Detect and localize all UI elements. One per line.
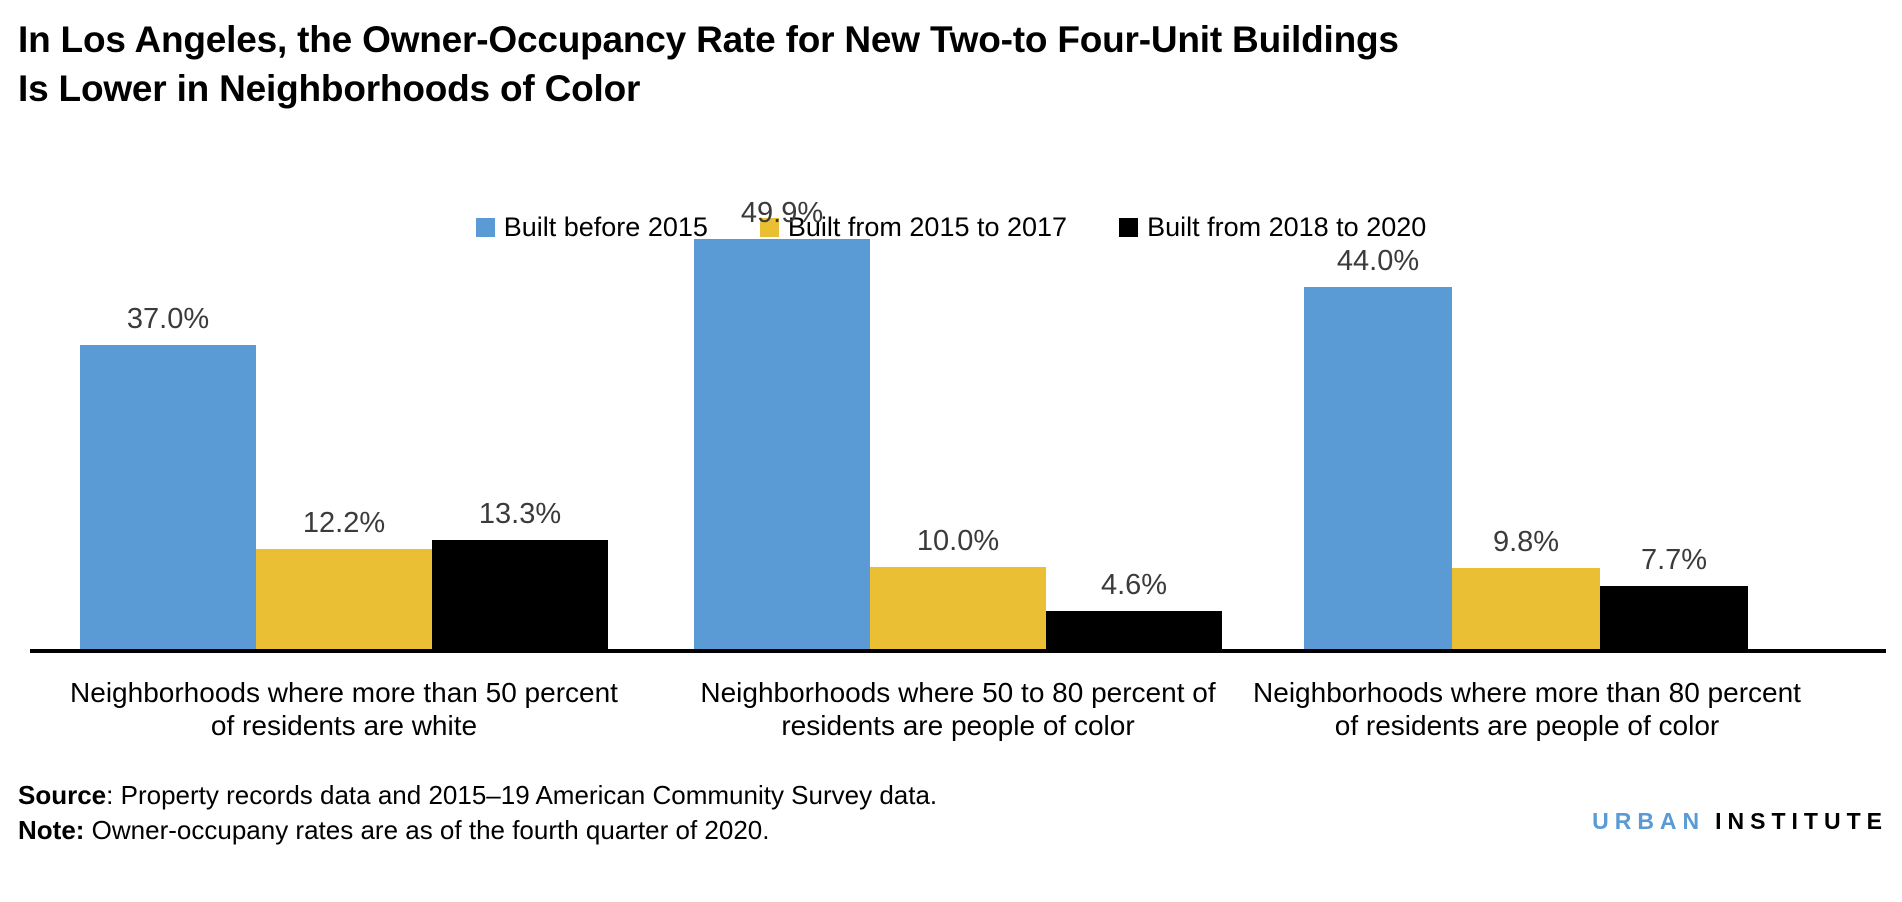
chart-title: In Los Angeles, the Owner-Occupancy Rate… xyxy=(18,16,1858,114)
legend-label: Built before 2015 xyxy=(503,212,708,242)
category-label-line: Neighborhoods where more than 50 percent xyxy=(70,677,618,708)
bar-value-label: 12.2% xyxy=(302,506,386,539)
title-line-1: In Los Angeles, the Owner-Occupancy Rate… xyxy=(18,19,1399,60)
bar-value-label: 13.3% xyxy=(478,497,562,530)
bar[interactable] xyxy=(1046,611,1222,649)
legend-item-built-before-2015[interactable]: Built before 2015 xyxy=(475,212,708,242)
bar[interactable] xyxy=(256,548,432,649)
bar-value-label: 37.0% xyxy=(126,302,210,335)
category-label: Neighborhoods where more than 50 percent… xyxy=(34,676,654,742)
source-text: : Property records data and 2015–19 Amer… xyxy=(106,780,938,810)
legend-swatch-icon xyxy=(759,218,779,237)
bar[interactable] xyxy=(1304,287,1452,649)
bar[interactable] xyxy=(1600,585,1748,649)
legend-item-built-2018-2020[interactable]: Built from 2018 to 2020 xyxy=(1119,214,1426,241)
category-label-line: Neighborhoods where more than 80 percent xyxy=(1253,677,1801,708)
legend-item-built-2015-2017[interactable]: Built from 2015 to 2017 xyxy=(759,212,1068,242)
bar[interactable] xyxy=(694,238,870,649)
source-label: Source xyxy=(18,780,107,810)
category-label: Neighborhoods where 50 to 80 percent of r… xyxy=(648,676,1268,742)
chart-legend: Built before 2015 Built from 2015 to 201… xyxy=(0,214,1902,241)
chart-footer: Source: Property records data and 2015–1… xyxy=(18,778,1318,847)
bar-value-label: 4.6% xyxy=(1100,569,1168,602)
bar-value-label: 49.9% xyxy=(740,196,824,229)
bar-value-label: 10.0% xyxy=(916,524,1000,557)
category-axis-labels: Neighborhoods where more than 50 percent… xyxy=(0,676,1902,756)
x-axis-line xyxy=(30,649,1886,653)
note-line: Note: Owner-occupany rates are as of the… xyxy=(18,813,1318,848)
legend-swatch-icon xyxy=(475,218,495,237)
urban-institute-logo: URBAN INSTITUTE xyxy=(1592,808,1888,835)
bar[interactable] xyxy=(80,344,256,649)
logo-institute-text: INSTITUTE xyxy=(1715,808,1888,834)
bar[interactable] xyxy=(1452,568,1600,649)
logo-urban-text: URBAN xyxy=(1592,808,1706,834)
legend-label: Built from 2015 to 2017 xyxy=(787,212,1068,242)
bar[interactable] xyxy=(432,539,608,649)
category-label-line: of residents are people of color xyxy=(1334,710,1720,742)
bar-value-label: 44.0% xyxy=(1336,245,1420,278)
source-line: Source: Property records data and 2015–1… xyxy=(18,778,1318,813)
title-line-2: Is Lower in Neighborhoods of Color xyxy=(18,67,641,109)
category-label-line: Neighborhoods where 50 to 80 percent of xyxy=(700,677,1216,708)
bar[interactable] xyxy=(870,566,1046,649)
category-label-line: residents are people of color xyxy=(781,710,1135,742)
bar-value-label: 7.7% xyxy=(1640,543,1708,576)
legend-swatch-icon xyxy=(1119,218,1139,237)
category-label: Neighborhoods where more than 80 percent… xyxy=(1217,676,1837,742)
note-label: Note: xyxy=(18,814,85,845)
note-text: Owner-occupany rates are as of the fourt… xyxy=(84,814,770,845)
legend-label: Built from 2018 to 2020 xyxy=(1147,212,1427,242)
category-label-line: of residents are white xyxy=(210,710,478,742)
bar-value-label: 9.8% xyxy=(1492,526,1560,559)
